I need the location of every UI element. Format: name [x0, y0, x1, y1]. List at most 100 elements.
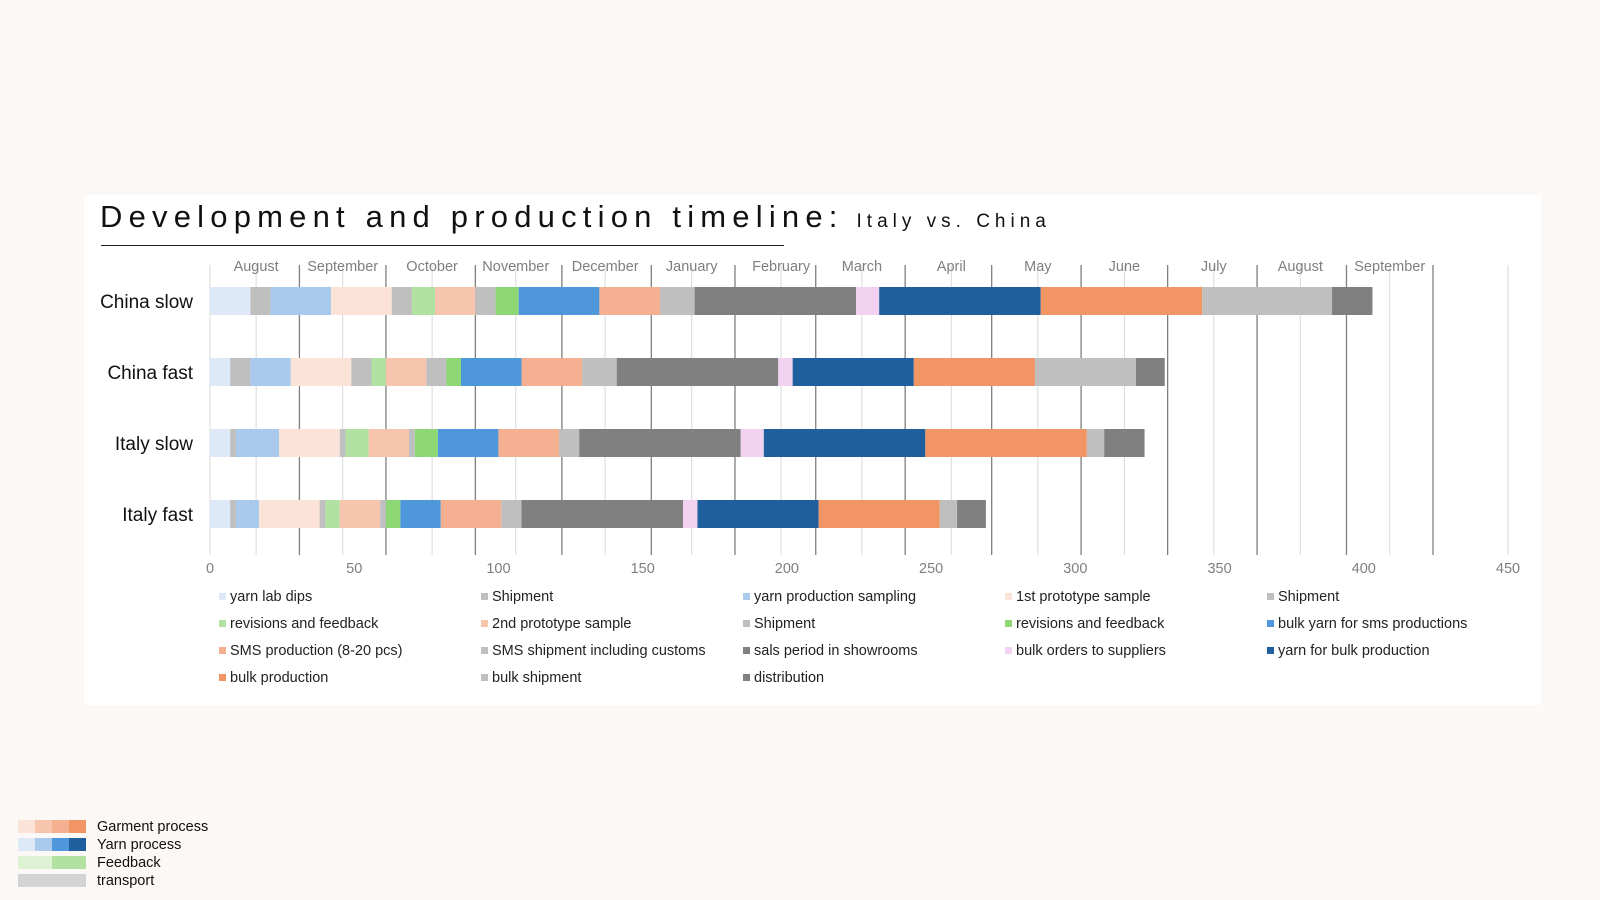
legend-item: revisions and feedback — [1005, 615, 1164, 633]
legend-item: Shipment — [481, 588, 553, 606]
legend-label: distribution — [754, 670, 825, 686]
bar-segment — [250, 287, 271, 315]
month-label: July — [1201, 259, 1228, 275]
key-swatch — [18, 874, 86, 887]
x-tick-label: 250 — [919, 561, 943, 577]
bar-segment — [518, 287, 600, 315]
legend-label: bulk shipment — [492, 670, 582, 686]
bar-segment — [559, 429, 580, 457]
bar-segment — [856, 287, 880, 315]
legend-item: SMS shipment including customs — [481, 642, 706, 660]
x-tick-label: 200 — [775, 561, 799, 577]
legend-label: revisions and feedback — [230, 616, 379, 632]
legend-item: bulk production — [219, 669, 328, 687]
legend-swatch — [1005, 593, 1012, 600]
bar-segment — [440, 500, 502, 528]
legend-swatch — [1267, 647, 1274, 654]
legend-item: 2nd prototype sample — [481, 615, 631, 633]
x-tick-label: 150 — [631, 561, 655, 577]
bar-segment — [434, 287, 476, 315]
key-swatch-cell — [18, 856, 52, 869]
category-label: Italy fast — [122, 505, 193, 526]
key-swatch-cell — [18, 874, 86, 887]
bar-segment — [409, 429, 415, 457]
legend-item: Shipment — [1267, 588, 1339, 606]
chart-title: Development and production timeline: Ita… — [100, 198, 1051, 235]
bar-segment — [270, 287, 332, 315]
key-swatch-cell — [69, 820, 86, 833]
legend-item: bulk shipment — [481, 669, 581, 687]
bar-segment — [740, 429, 764, 457]
legend-label: revisions and feedback — [1016, 616, 1165, 632]
legend-item: 1st prototype sample — [1005, 588, 1151, 606]
legend-swatch — [481, 674, 488, 681]
bar-segment — [879, 287, 1041, 315]
legend-label: Shipment — [492, 589, 554, 605]
legend-label: Shipment — [1278, 589, 1340, 605]
month-label: August — [234, 259, 279, 275]
bar-segment — [414, 429, 438, 457]
bar-segment — [579, 429, 741, 457]
bar-segment — [1332, 287, 1373, 315]
bar-segment — [925, 429, 1087, 457]
key-swatch-cell — [35, 838, 52, 851]
bar-segment — [792, 358, 914, 386]
month-label: November — [482, 259, 549, 275]
bar-segment — [400, 500, 441, 528]
legend-item: distribution — [743, 669, 824, 687]
key-swatch-cell — [69, 838, 86, 851]
legend-label: bulk yarn for sms productions — [1278, 616, 1468, 632]
bar-segment — [259, 500, 320, 528]
bar-segment — [411, 287, 435, 315]
legend-swatch — [743, 620, 750, 627]
month-label: September — [307, 259, 378, 275]
bar-segment — [235, 429, 280, 457]
bar-segment — [210, 429, 231, 457]
bar-segment — [250, 358, 291, 386]
legend-swatch — [1267, 593, 1274, 600]
key-swatch-cell — [18, 838, 35, 851]
bar-segment — [391, 287, 412, 315]
bar-segment — [697, 500, 819, 528]
month-label: January — [666, 259, 718, 275]
legend-item: yarn for bulk production — [1267, 642, 1430, 660]
category-label: China fast — [107, 363, 193, 384]
bar-segment — [331, 287, 392, 315]
bar-segment — [1034, 358, 1136, 386]
x-tick-label: 100 — [486, 561, 510, 577]
bar-segment — [599, 287, 660, 315]
bar-segment — [380, 500, 386, 528]
bar-segment — [230, 358, 251, 386]
key-swatch-cell — [18, 820, 35, 833]
month-label: March — [842, 259, 882, 275]
bar-segment — [385, 358, 427, 386]
bar-segment — [694, 287, 857, 315]
legend-label: sals period in showrooms — [754, 643, 918, 659]
legend-item: yarn lab dips — [219, 588, 312, 606]
x-tick-label: 0 — [206, 561, 214, 577]
legend-swatch — [481, 620, 488, 627]
legend-swatch — [219, 620, 226, 627]
x-tick-label: 450 — [1496, 561, 1520, 577]
key-swatch-cell — [52, 820, 69, 833]
bar-segment — [446, 358, 461, 386]
key-swatch-cell — [52, 838, 69, 851]
key-label: transport — [97, 873, 155, 889]
title-sub: Italy vs. China — [856, 211, 1051, 232]
legend-swatch — [219, 593, 226, 600]
bar-segment — [279, 429, 340, 457]
legend-label: bulk orders to suppliers — [1016, 643, 1166, 659]
bar-segment — [475, 287, 496, 315]
legend-label: yarn for bulk production — [1278, 643, 1430, 659]
legend-item: Shipment — [743, 615, 815, 633]
key-swatch — [18, 820, 86, 833]
month-label: August — [1278, 259, 1323, 275]
bar-segment — [345, 429, 369, 457]
bar-segment — [913, 358, 1035, 386]
legend-item: bulk orders to suppliers — [1005, 642, 1166, 660]
bar-segment — [1202, 287, 1333, 315]
legend-label: 2nd prototype sample — [492, 616, 632, 632]
legend-label: Shipment — [754, 616, 816, 632]
bar-segment — [818, 500, 940, 528]
key-swatch-cell — [35, 820, 52, 833]
